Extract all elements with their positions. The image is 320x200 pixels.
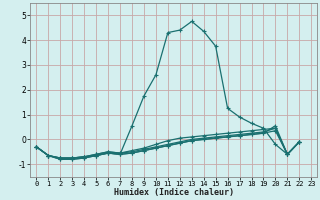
X-axis label: Humidex (Indice chaleur): Humidex (Indice chaleur)	[114, 188, 234, 197]
